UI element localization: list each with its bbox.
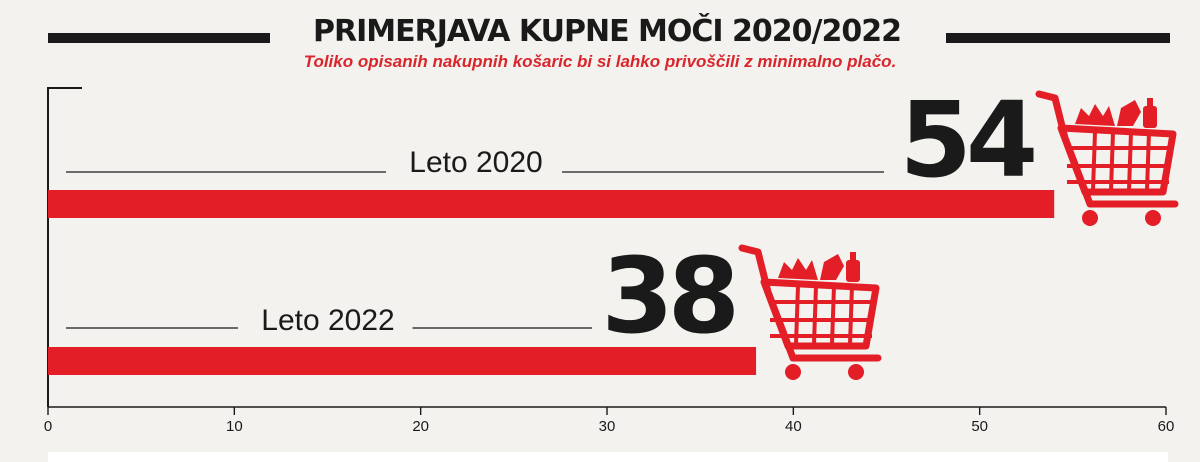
x-tick-label: 0 [44, 418, 52, 435]
x-tick-label: 60 [1158, 418, 1175, 435]
category-label: Leto 2022 [261, 304, 394, 337]
chart-title: PRIMERJAVA KUPNE MOČI 2020/2022 [313, 14, 902, 49]
chart-subtitle: Toliko opisanih nakupnih košaric bi si l… [303, 52, 897, 71]
cart-basket [1057, 124, 1177, 196]
shopping-cart-icon [1035, 90, 1179, 226]
grocery-item [850, 252, 856, 260]
grocery-item [1117, 100, 1141, 126]
bottom-panel [48, 452, 1168, 462]
grocery-item [846, 260, 860, 282]
x-tick-label: 50 [971, 418, 988, 435]
data-label: 38 [601, 235, 734, 357]
title-rule-right [946, 33, 1170, 43]
x-tick-label: 10 [226, 418, 243, 435]
bar [48, 347, 757, 375]
grocery-item [1075, 104, 1115, 126]
bar [48, 190, 1055, 218]
cart-basket [760, 278, 880, 350]
shopping-cart-icon [738, 244, 882, 380]
x-tick-label: 20 [412, 418, 429, 435]
cart-wheel [1082, 210, 1098, 226]
x-tick-label: 40 [785, 418, 802, 435]
grocery-item [820, 254, 844, 280]
grocery-item [778, 258, 818, 280]
cart-wheel [1145, 210, 1161, 226]
data-label: 54 [899, 79, 1033, 201]
cart-wheel [848, 364, 864, 380]
grocery-item [1143, 106, 1157, 128]
grocery-item [1147, 98, 1153, 106]
y-axis-line [47, 87, 82, 407]
category-label: Leto 2020 [409, 146, 542, 179]
chart-header: PRIMERJAVA KUPNE MOČI 2020/2022 [0, 8, 1200, 52]
cart-wheel [785, 364, 801, 380]
title-rule-left [48, 33, 270, 43]
x-tick-label: 30 [599, 418, 616, 435]
